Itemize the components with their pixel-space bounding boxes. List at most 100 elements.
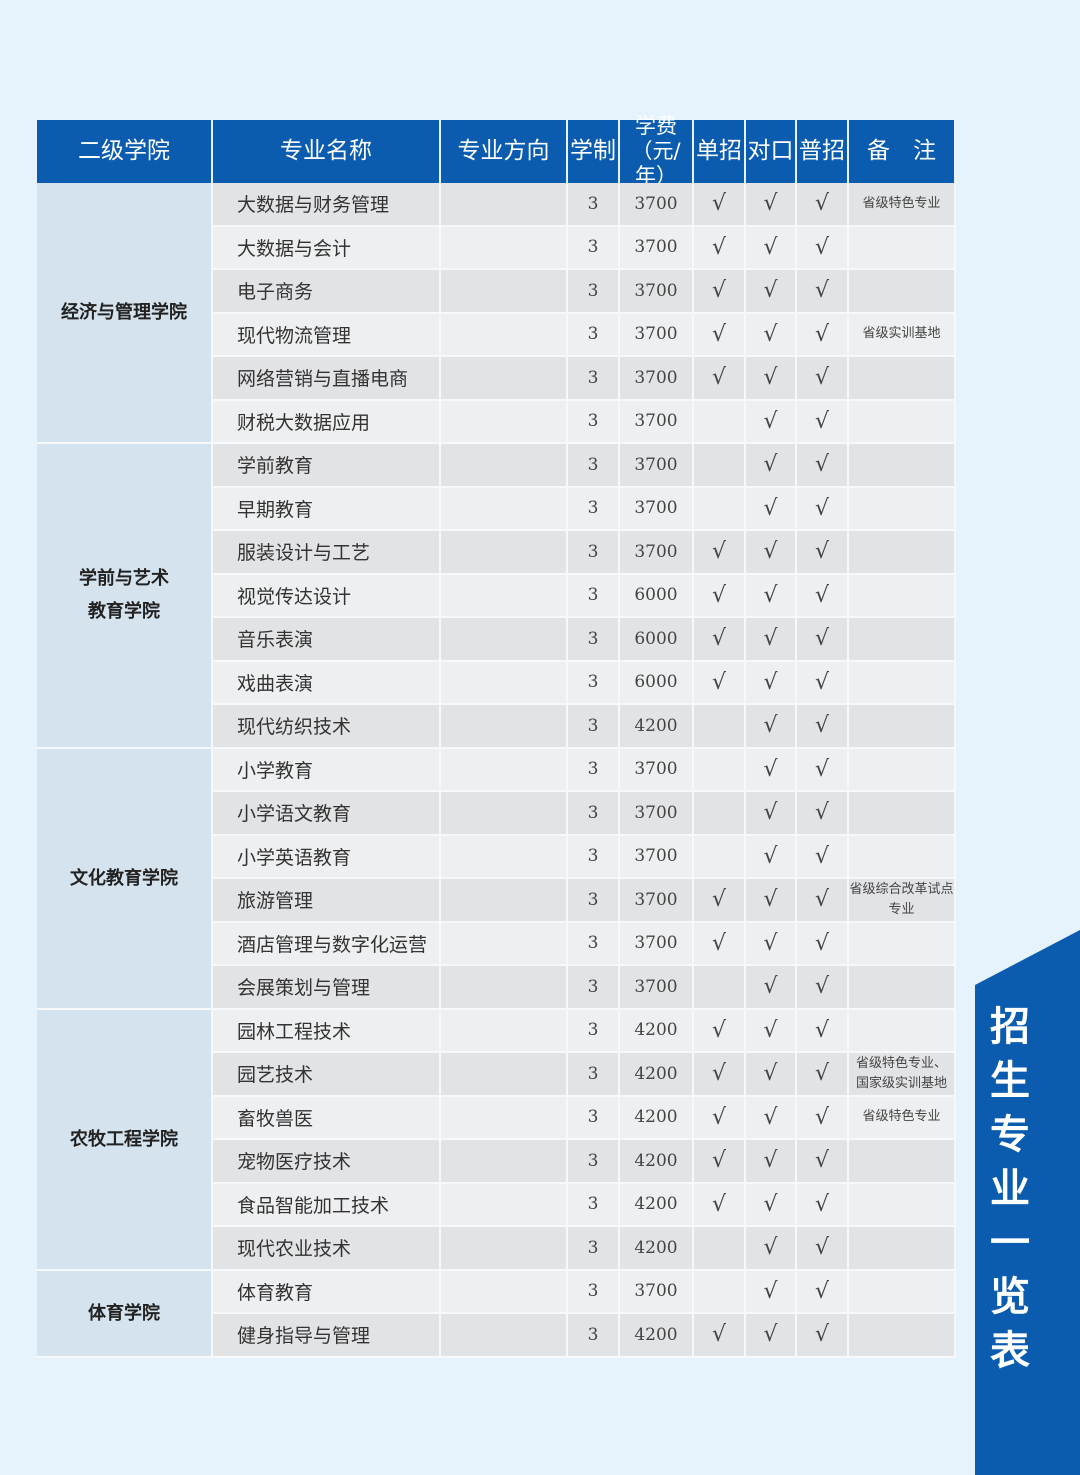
duration-cell: 3 xyxy=(568,1314,620,1358)
tuition-cell: 4200 xyxy=(620,1183,694,1227)
duration-cell: 3 xyxy=(568,487,620,531)
general-enroll-cell: √ xyxy=(797,1009,849,1053)
tuition-cell: 4200 xyxy=(620,1227,694,1271)
note-cell xyxy=(849,444,956,488)
major-direction-cell xyxy=(441,922,568,966)
note-cell xyxy=(849,1009,956,1053)
single-enroll-cell: √ xyxy=(694,1096,746,1140)
major-name-cell: 财税大数据应用 xyxy=(213,400,441,444)
major-direction-cell xyxy=(441,531,568,575)
note-cell xyxy=(849,531,956,575)
single-enroll-cell: √ xyxy=(694,313,746,357)
vocational-enroll-cell: √ xyxy=(746,1227,797,1271)
duration-cell: 3 xyxy=(568,444,620,488)
major-direction-cell xyxy=(441,1140,568,1184)
duration-cell: 3 xyxy=(568,748,620,792)
column-header: 单招 xyxy=(694,120,746,183)
general-enroll-cell: √ xyxy=(797,1096,849,1140)
note-cell xyxy=(849,705,956,749)
vocational-enroll-cell: √ xyxy=(746,1183,797,1227)
note-cell xyxy=(849,1183,956,1227)
major-direction-cell xyxy=(441,1314,568,1358)
major-name-cell: 酒店管理与数字化运营 xyxy=(213,922,441,966)
vocational-enroll-cell: √ xyxy=(746,357,797,401)
general-enroll-cell: √ xyxy=(797,313,849,357)
single-enroll-cell: √ xyxy=(694,922,746,966)
tuition-cell: 3700 xyxy=(620,531,694,575)
vocational-enroll-cell: √ xyxy=(746,879,797,923)
general-enroll-cell: √ xyxy=(797,357,849,401)
single-enroll-cell: √ xyxy=(694,183,746,227)
single-enroll-cell xyxy=(694,748,746,792)
duration-cell: 3 xyxy=(568,966,620,1010)
major-direction-cell xyxy=(441,618,568,662)
general-enroll-cell: √ xyxy=(797,444,849,488)
tuition-cell: 3700 xyxy=(620,835,694,879)
major-direction-cell xyxy=(441,661,568,705)
vocational-enroll-cell: √ xyxy=(746,705,797,749)
side-banner xyxy=(975,930,1080,1475)
single-enroll-cell: √ xyxy=(694,1009,746,1053)
note-cell xyxy=(849,574,956,618)
general-enroll-cell: √ xyxy=(797,835,849,879)
general-enroll-cell: √ xyxy=(797,618,849,662)
major-direction-cell xyxy=(441,1270,568,1314)
note-cell xyxy=(849,1314,956,1358)
single-enroll-cell: √ xyxy=(694,574,746,618)
major-name-cell: 早期教育 xyxy=(213,487,441,531)
major-name-cell: 现代物流管理 xyxy=(213,313,441,357)
vocational-enroll-cell: √ xyxy=(746,1053,797,1097)
major-direction-cell xyxy=(441,1096,568,1140)
note-cell xyxy=(849,966,956,1010)
duration-cell: 3 xyxy=(568,1053,620,1097)
major-name-cell: 大数据与财务管理 xyxy=(213,183,441,227)
major-name-cell: 电子商务 xyxy=(213,270,441,314)
single-enroll-cell xyxy=(694,835,746,879)
tuition-cell: 3700 xyxy=(620,966,694,1010)
duration-cell: 3 xyxy=(568,1183,620,1227)
major-name-cell: 园艺技术 xyxy=(213,1053,441,1097)
general-enroll-cell: √ xyxy=(797,1227,849,1271)
single-enroll-cell xyxy=(694,1227,746,1271)
note-cell xyxy=(849,487,956,531)
note-cell xyxy=(849,400,956,444)
major-name-cell: 小学英语教育 xyxy=(213,835,441,879)
tuition-cell: 4200 xyxy=(620,705,694,749)
note-cell xyxy=(849,1227,956,1271)
note-cell: 省级实训基地 xyxy=(849,313,956,357)
general-enroll-cell: √ xyxy=(797,661,849,705)
column-header: 学制 xyxy=(568,120,620,183)
tuition-cell: 3700 xyxy=(620,183,694,227)
general-enroll-cell: √ xyxy=(797,922,849,966)
department-cell: 农牧工程学院 xyxy=(37,1009,213,1271)
note-cell xyxy=(849,618,956,662)
major-name-cell: 宠物医疗技术 xyxy=(213,1140,441,1184)
single-enroll-cell xyxy=(694,444,746,488)
note-cell xyxy=(849,792,956,836)
vocational-enroll-cell: √ xyxy=(746,313,797,357)
tuition-cell: 3700 xyxy=(620,313,694,357)
tuition-cell: 3700 xyxy=(620,487,694,531)
vocational-enroll-cell: √ xyxy=(746,748,797,792)
tuition-cell: 4200 xyxy=(620,1096,694,1140)
major-name-cell: 音乐表演 xyxy=(213,618,441,662)
general-enroll-cell: √ xyxy=(797,748,849,792)
vocational-enroll-cell: √ xyxy=(746,574,797,618)
duration-cell: 3 xyxy=(568,226,620,270)
tuition-cell: 4200 xyxy=(620,1140,694,1184)
vocational-enroll-cell: √ xyxy=(746,487,797,531)
column-header: 专业名称 xyxy=(213,120,441,183)
single-enroll-cell: √ xyxy=(694,357,746,401)
duration-cell: 3 xyxy=(568,1140,620,1184)
major-name-cell: 网络营销与直播电商 xyxy=(213,357,441,401)
note-cell xyxy=(849,748,956,792)
department-cell: 经济与管理学院 xyxy=(37,183,213,444)
tuition-cell: 6000 xyxy=(620,618,694,662)
major-name-cell: 大数据与会计 xyxy=(213,226,441,270)
vocational-enroll-cell: √ xyxy=(746,444,797,488)
general-enroll-cell: √ xyxy=(797,1314,849,1358)
column-header: 二级学院 xyxy=(37,120,213,183)
major-name-cell: 小学教育 xyxy=(213,748,441,792)
single-enroll-cell: √ xyxy=(694,270,746,314)
note-cell: 省级综合改革试点专业 xyxy=(849,879,956,923)
